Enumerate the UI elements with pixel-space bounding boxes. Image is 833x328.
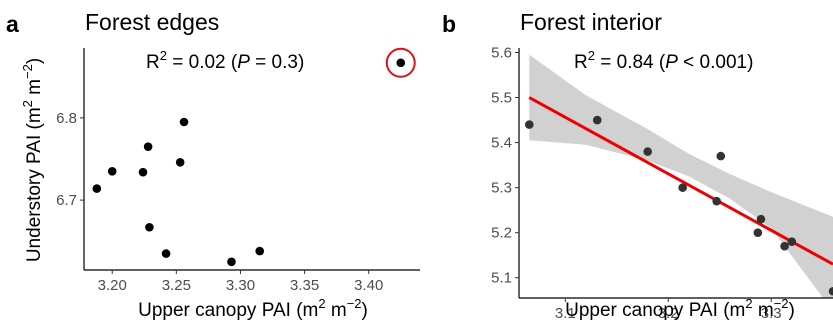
panel-b-x-ticks: 3.1 3.2 3.3 (555, 298, 782, 322)
scatter-point (138, 167, 148, 177)
scatter-point (179, 117, 189, 127)
panel-a-y-ticks: 6.7 6.8 (56, 110, 84, 209)
scatter-point (145, 222, 154, 232)
y-tick-label: 5.6 (491, 45, 512, 62)
panel-b-fit-line (528, 96, 833, 266)
scatter-point (92, 184, 102, 193)
scatter-point (143, 142, 153, 151)
y-tick-label: 6.7 (56, 192, 77, 209)
y-tick-label: 5.2 (491, 225, 512, 242)
scatter-point (780, 241, 789, 251)
panel-b-title: Forest interior (520, 9, 662, 35)
x-tick-label: 3.25 (162, 277, 191, 294)
x-tick-label: 3.40 (354, 277, 383, 294)
panel-b-stat: R2 = 0.84 (P < 0.001) (574, 48, 753, 73)
scatter-point (396, 58, 406, 68)
scatter-point (524, 120, 534, 129)
panel-a: a Forest edges R2 = 0.02 (P = 0.3) 3.20 3… (6, 9, 420, 321)
panel-b-letter: b (442, 11, 456, 37)
panel-a-y-axis-label: Understory PAI (m2 m−2) (20, 58, 45, 262)
x-tick-label: 3.20 (98, 277, 127, 294)
outlier-highlight-ring (385, 47, 416, 78)
panel-b: b Forest interior R2 = 0.84 (P < 0.001) … (442, 9, 833, 322)
panel-b-x-axis-label: Upper canopy PAI (m2 m−2) (565, 296, 795, 321)
scatter-point (828, 286, 833, 296)
scatter-point (255, 246, 264, 256)
scatter-point (753, 228, 763, 237)
panel-a-letter: a (6, 11, 19, 37)
panel-a-title: Forest edges (85, 9, 219, 35)
scatter-point (787, 237, 797, 246)
panel-a-x-axis-label: Upper canopy PAI (m2 m−2) (138, 296, 368, 321)
x-tick-label: 3.35 (290, 277, 319, 294)
panel-a-x-ticks: 3.20 3.25 3.30 3.35 3.40 (98, 270, 383, 294)
y-tick-label: 5.5 (491, 90, 512, 107)
x-tick-label: 3.1 (555, 305, 576, 322)
panel-a-points (92, 47, 416, 267)
x-tick-label: 3.30 (226, 277, 255, 294)
panel-a-stat: R2 = 0.02 (P = 0.3) (146, 48, 304, 73)
scatter-point (712, 196, 721, 206)
x-tick-label: 3.2 (658, 305, 679, 322)
panel-b-confidence-band (529, 54, 833, 298)
x-tick-label: 3.3 (761, 305, 782, 322)
scatter-point (107, 167, 117, 176)
y-tick-label: 5.4 (491, 135, 512, 152)
scatter-point (161, 249, 171, 258)
scatter-point (716, 151, 726, 161)
scatter-point (756, 214, 766, 224)
y-tick-label: 5.1 (491, 270, 512, 287)
panel-b-points (524, 115, 833, 296)
scatter-point (227, 257, 236, 267)
scatter-point (678, 183, 687, 192)
scatter-point (175, 157, 185, 167)
panel-b-y-ticks: 5.1 5.2 5.3 5.4 5.5 5.6 (491, 45, 519, 287)
scatter-point (592, 115, 602, 125)
y-tick-label: 5.3 (491, 180, 512, 197)
y-tick-label: 6.8 (56, 110, 77, 127)
scatter-point (643, 147, 652, 156)
